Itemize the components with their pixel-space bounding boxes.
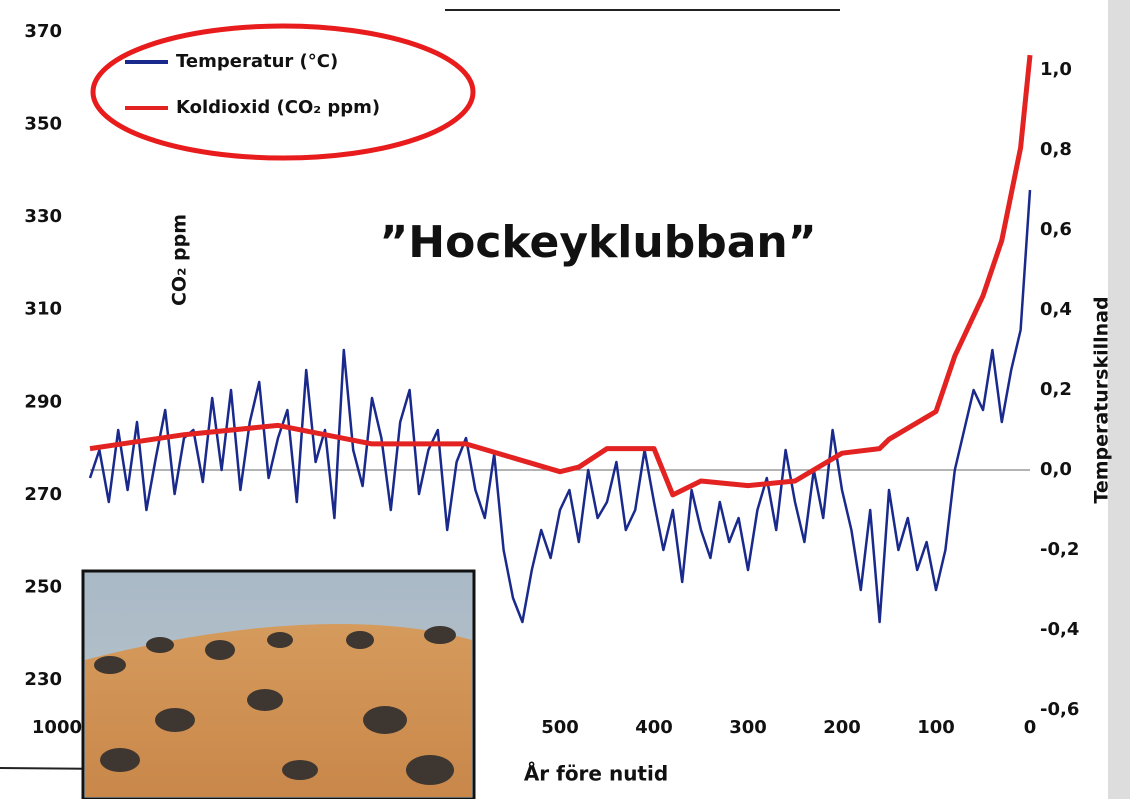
y-tick-label: 370 [24,21,62,42]
y2-tick-label: -0,6 [1040,699,1079,720]
y2-tick-label: 0,8 [1040,139,1072,160]
x-tick-label: 500 [541,717,579,738]
y2-tick-label: 0,0 [1040,459,1072,480]
highlight-ellipse [90,23,476,161]
legend-label: Koldioxid (CO₂ ppm) [176,97,380,118]
y-tick-label: 290 [24,391,62,412]
y2-axis-label: Temperaturskillnad [1091,296,1113,503]
y2-tick-label: 1,0 [1040,59,1072,80]
x-tick-label: 100 [917,717,955,738]
scan-edge [1108,0,1130,799]
photo-inset [81,569,476,801]
x-tick-label: 200 [823,717,861,738]
x-tick-label: 300 [729,717,767,738]
y-axis-label: CO₂ ppm [169,214,191,306]
series-line [89,54,1033,498]
x-axis-label: År före nutid [524,762,668,786]
chart-title: ”Hockeyklubban” [379,217,816,268]
y2-tick-label: 0,2 [1040,379,1072,400]
legend: Temperatur (°C) Koldioxid (CO₂ ppm) [90,23,476,161]
y-tick-label: 310 [24,299,62,320]
y-tick-label: 350 [24,114,62,135]
y2-tick-label: 0,4 [1040,299,1072,320]
x-tick-label: 400 [635,717,673,738]
y-tick-label: 230 [24,669,62,690]
series-line [88,189,1032,624]
y2-tick-label: -0,4 [1040,619,1079,640]
y-tick-label: 330 [24,206,62,227]
plot: 230 250 270 290 310 330 350 370 -0,6 -0,4 -0,2 0,0 0… [24,21,1079,738]
y-tick-label: 270 [24,484,62,505]
x-tick-label: 1000 [32,717,82,738]
y-tick-label: 250 [24,576,62,597]
photo-vines [94,626,456,785]
y2-tick-label: -0,2 [1040,539,1079,560]
x-tick-label: 0 [1024,717,1037,738]
photo-field [85,624,472,797]
legend-label: Temperatur (°C) [176,51,338,72]
y2-tick-label: 0,6 [1040,219,1072,240]
